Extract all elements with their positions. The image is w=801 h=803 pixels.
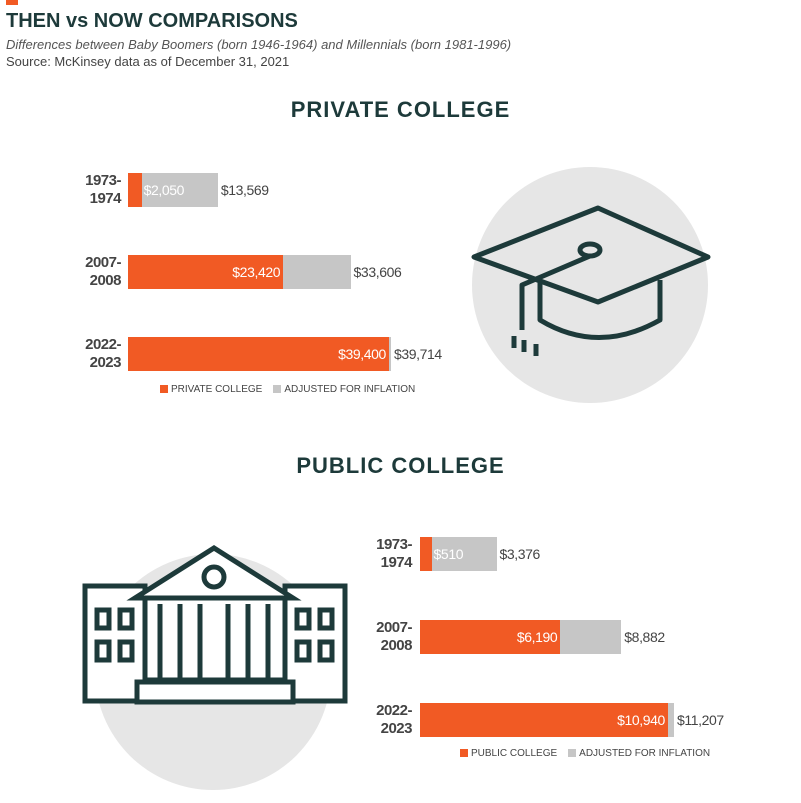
title: THEN vs NOW COMPARISONS — [6, 10, 298, 32]
subtitle: Differences between Baby Boomers (born 1… — [6, 37, 512, 52]
icon-bg — [472, 167, 708, 403]
value-label: $10,940 — [617, 712, 665, 728]
legend-label: PRIVATE COLLEGE — [171, 384, 263, 395]
value-label: $2,050 — [143, 182, 185, 198]
source: Source: McKinsey data as of December 31,… — [6, 54, 290, 69]
legend-label: ADJUSTED FOR INFLATION — [579, 748, 711, 759]
bar — [420, 620, 561, 654]
chart-title: PRIVATE COLLEGE — [290, 97, 511, 122]
category-label: 1973-1974 — [376, 536, 412, 571]
legend-swatch — [160, 385, 168, 393]
legend-label: ADJUSTED FOR INFLATION — [284, 384, 416, 395]
category-label: 2007-2008 — [376, 619, 412, 654]
bar — [420, 537, 497, 571]
value-label: $23,420 — [232, 264, 281, 280]
bar — [128, 337, 389, 371]
legend-swatch — [568, 749, 577, 757]
bar — [420, 537, 432, 571]
chart-title: PUBLIC COLLEGE — [296, 453, 505, 478]
value-label: $3,376 — [499, 546, 541, 562]
bar — [128, 173, 218, 207]
category-label: 2007-2008 — [85, 254, 121, 289]
legend-swatch — [460, 749, 468, 757]
value-label: $8,882 — [624, 629, 665, 645]
accent — [6, 0, 18, 5]
value-label: $39,400 — [338, 346, 386, 362]
cap-icon — [471, 205, 711, 356]
bar — [128, 173, 142, 207]
value-label: $6,190 — [516, 629, 558, 645]
value-label: $510 — [433, 546, 464, 562]
value-label: $33,606 — [353, 264, 402, 280]
bar — [128, 255, 284, 289]
category-label: 2022-2023 — [376, 702, 412, 737]
legend-label: PUBLIC COLLEGE — [471, 748, 558, 759]
value-label: $13,569 — [220, 182, 269, 198]
legend-swatch — [273, 385, 282, 393]
building-icon — [82, 545, 348, 705]
value-label: $11,207 — [677, 712, 724, 728]
category-label: 1973-1974 — [85, 172, 121, 207]
bar — [420, 703, 668, 737]
category-label: 2022-2023 — [85, 336, 121, 371]
value-label: $39,714 — [394, 346, 442, 362]
